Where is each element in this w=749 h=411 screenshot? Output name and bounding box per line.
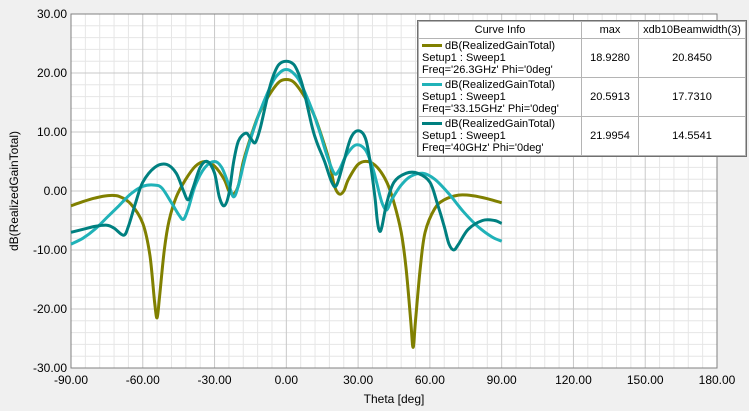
legend-series-setup: Setup1 : Sweep1 <box>422 91 506 103</box>
legend-swatch <box>422 82 442 86</box>
y-tick-label: -10.00 <box>33 243 67 257</box>
x-tick-label: 0.00 <box>275 373 299 387</box>
x-tick-label: -30.00 <box>198 373 232 387</box>
y-tick-label: 20.00 <box>37 66 67 80</box>
legend-curve-info: dB(RealizedGainTotal) Setup1 : Sweep1 Fr… <box>418 38 582 78</box>
legend-series-name: dB(RealizedGainTotal) <box>445 118 556 130</box>
legend-beamwidth-value: 14.5541 <box>638 116 746 156</box>
y-tick-label: -30.00 <box>33 361 67 375</box>
legend-series-name: dB(RealizedGainTotal) <box>445 79 556 91</box>
legend-max-value: 21.9954 <box>581 116 639 156</box>
legend-max-value: 20.5913 <box>581 77 639 117</box>
legend-swatch <box>422 43 442 47</box>
series-line-26-3ghz <box>70 78 503 349</box>
legend-table: Curve Info max xdb10Beamwidth(3) dB(Real… <box>418 21 746 156</box>
legend-series-name: dB(RealizedGainTotal) <box>445 40 556 52</box>
legend-curve-info: dB(RealizedGainTotal) Setup1 : Sweep1 Fr… <box>418 77 582 117</box>
x-tick-label: 120.00 <box>555 373 592 387</box>
legend-row-33-15ghz[interactable]: dB(RealizedGainTotal) Setup1 : Sweep1 Fr… <box>418 77 746 117</box>
legend-header-max: max <box>581 21 639 39</box>
series-layer <box>70 59 503 349</box>
legend-beamwidth-value: 20.8450 <box>638 38 746 78</box>
legend-series-freq: Freq='40GHz' Phi='0deg' <box>422 142 544 154</box>
y-tick-label: 0.00 <box>44 184 68 198</box>
legend-header-beamwidth: xdb10Beamwidth(3) <box>638 21 746 39</box>
legend-swatch <box>422 121 442 125</box>
legend-row-40ghz[interactable]: dB(RealizedGainTotal) Setup1 : Sweep1 Fr… <box>418 116 746 156</box>
legend-series-setup: Setup1 : Sweep1 <box>422 52 506 64</box>
series-line-33-15ghz <box>70 68 503 246</box>
x-tick-label: 180.00 <box>699 373 736 387</box>
x-tick-label: 150.00 <box>627 373 664 387</box>
x-tick-label: 90.00 <box>487 373 517 387</box>
y-tick-label: 30.00 <box>37 7 67 21</box>
legend-header-curve-info: Curve Info <box>418 21 582 39</box>
x-tick-label: 30.00 <box>343 373 373 387</box>
series-line-40ghz <box>70 59 503 252</box>
plot-border <box>70 13 718 369</box>
x-tick-labels: -90.00 -60.00 -30.00 0.00 30.00 60.00 90.00 120… <box>54 373 736 387</box>
legend-beamwidth-value: 17.7310 <box>638 77 746 117</box>
legend-max-value: 18.9280 <box>581 38 639 78</box>
legend-series-freq: Freq='26.3GHz' Phi='0deg' <box>422 64 553 76</box>
legend-curve-info: dB(RealizedGainTotal) Setup1 : Sweep1 Fr… <box>418 116 582 156</box>
legend-series-freq: Freq='33.15GHz' Phi='0deg' <box>422 103 559 115</box>
y-axis-title: dB(RealizedGainTotal) <box>7 131 21 251</box>
legend: Curve Info max xdb10Beamwidth(3) dB(Real… <box>417 20 747 157</box>
y-tick-label: 10.00 <box>37 125 67 139</box>
x-tick-label: -60.00 <box>126 373 160 387</box>
x-axis-title: Theta [deg] <box>364 392 425 406</box>
y-tick-label: -20.00 <box>33 302 67 316</box>
x-tick-label: -90.00 <box>54 373 88 387</box>
y-tick-labels: 30.00 20.00 10.00 0.00 -10.00 -20.00 -30.00 <box>33 7 67 375</box>
legend-header-row: Curve Info max xdb10Beamwidth(3) <box>418 21 746 39</box>
legend-series-setup: Setup1 : Sweep1 <box>422 130 506 142</box>
legend-row-26-3ghz[interactable]: dB(RealizedGainTotal) Setup1 : Sweep1 Fr… <box>418 38 746 78</box>
x-tick-label: 60.00 <box>415 373 445 387</box>
